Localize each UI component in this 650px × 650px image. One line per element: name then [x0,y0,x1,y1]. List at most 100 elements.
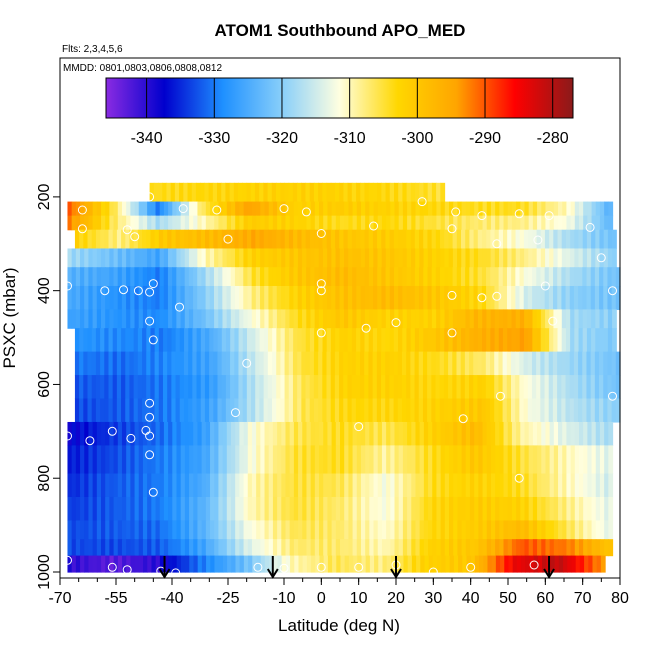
heatmap-cell [381,496,387,522]
heatmap-cell [435,398,441,423]
observation-point [212,205,222,215]
heatmap-cell [319,201,324,217]
heatmap-cell [536,229,542,250]
heatmap-cell [608,496,614,522]
heatmap-cell [356,182,361,203]
heatmap-cell [570,421,576,446]
heatmap-cell [570,445,576,475]
heatmap-cell [154,375,160,400]
heatmap-cell [142,267,148,287]
heatmap-cell [590,398,596,423]
heatmap-cell [587,445,593,475]
heatmap-cell [552,398,558,423]
heatmap-cell [394,520,400,540]
heatmap-cell [109,445,115,475]
heatmap-cell [373,421,379,446]
heatmap-cell [599,473,605,498]
heatmap-cell [444,421,450,446]
heatmap-cell [423,215,429,231]
heatmap-cell [205,421,211,446]
heatmap-cell [365,445,370,475]
heatmap-cell [247,496,253,522]
heatmap-cell [251,309,257,329]
heatmap-cell [531,351,537,376]
heatmap-cell [323,201,329,217]
heatmap-cell [377,328,382,353]
heatmap-cell [327,309,332,329]
heatmap-cell [293,248,299,268]
heatmap-cell [205,229,210,250]
heatmap-cell [344,520,349,540]
heatmap-cell [537,473,542,498]
observation-point [122,565,132,575]
heatmap-cell [523,375,529,400]
heatmap-cell [204,375,210,400]
heatmap-cell [499,445,505,475]
heatmap-cell [524,215,530,231]
observation-point [242,358,252,368]
heatmap-cell [164,555,169,573]
heatmap-cell [567,555,573,573]
heatmap-cell [142,398,147,423]
heatmap-cell [256,520,261,540]
heatmap-cell [306,473,312,498]
heatmap-cell [578,351,583,376]
heatmap-cell [301,351,307,376]
heatmap-cell [524,473,530,498]
heatmap-cell [331,285,336,311]
heatmap-cell [531,375,537,400]
heatmap-cell [189,445,194,475]
heatmap-cell [168,539,173,557]
heatmap-cell [263,328,269,353]
heatmap-cell [562,445,568,475]
heatmap-cell [155,421,161,446]
heatmap-cell [214,555,220,573]
heatmap-cell [175,351,181,376]
heatmap-cell [481,351,487,376]
heatmap-cell [109,215,115,231]
heatmap-cell [243,445,249,475]
heatmap-cell [519,328,525,353]
heatmap-cell [495,520,500,540]
heatmap-cell [465,285,470,311]
observation-point [492,291,502,301]
heatmap-cell [117,555,123,573]
heatmap-cell [549,328,554,353]
observation-point [100,286,110,296]
heatmap-cell [340,445,345,475]
heatmap-cell [566,496,572,522]
heatmap-cell [432,445,438,475]
heatmap-cell [277,555,283,573]
heatmap-cell [155,248,161,268]
heatmap-cell [176,309,182,329]
x-tick-label: 50 [499,590,517,607]
heatmap-cell [439,375,445,400]
heatmap-cell [356,445,362,475]
heatmap-cell [550,555,556,573]
heatmap-cell [288,351,294,376]
heatmap-cell [239,285,244,311]
heatmap-cell [494,309,500,329]
heatmap-cell [528,539,534,557]
heatmap-cell [343,328,349,353]
heatmap-cell [151,267,156,287]
heatmap-cell [171,229,177,250]
heatmap-cell [423,248,429,268]
heatmap-cell [474,555,480,573]
heatmap-cell [608,539,614,557]
heatmap-cell [435,285,441,311]
heatmap-cell [491,555,497,573]
heatmap-cell [356,229,361,250]
heatmap-cell [553,285,558,311]
heatmap-cell [168,445,173,475]
heatmap-cell [578,201,584,217]
heatmap-cell [172,555,178,573]
observation-point [514,473,524,483]
heatmap-cell [611,375,617,400]
heatmap-cell [143,555,148,573]
heatmap-cell [263,351,269,376]
heatmap-cell [67,248,73,268]
heatmap-cell [532,445,538,475]
heatmap-cell [562,539,568,557]
heatmap-cell [180,555,186,573]
